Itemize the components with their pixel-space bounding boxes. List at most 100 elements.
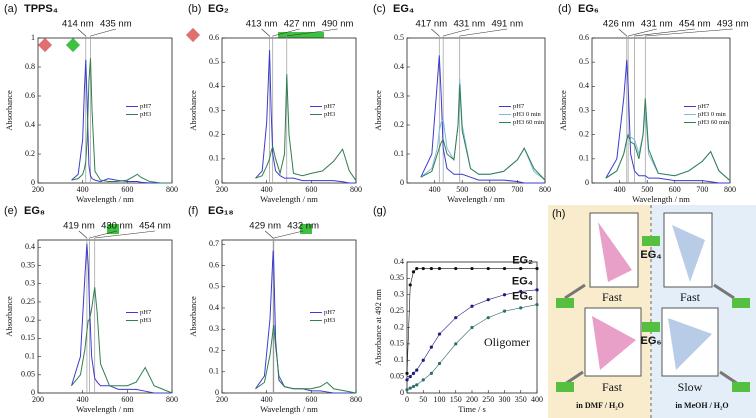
note: Oligomer [484,335,530,349]
series-label: EG₂ [512,254,533,266]
aggregate [592,316,636,370]
molecule-icon [37,37,53,53]
y-tick-label: 1 [31,33,35,42]
aggregate [668,318,712,370]
panel-label: (b) [188,3,201,15]
x-tick-label: 800 [166,395,178,404]
y-tick-label: 0.3 [25,279,35,288]
point [502,309,507,313]
x-tick-label: 0 [405,395,409,404]
point [437,332,442,336]
compound-label: EG₂ [208,3,229,15]
peak-arrow [443,28,470,37]
series-label: EG₆ [512,290,533,302]
point [470,266,474,271]
point [421,378,425,382]
series-label: EG₄ [512,276,533,288]
point [429,266,433,271]
linker-label: EG₄ [640,249,661,261]
x-tick-label: 700 [696,185,708,194]
point [437,266,442,271]
peak-label: 491 nm [491,19,523,30]
y-axis-label: Absorbance [4,296,14,337]
peak-label: 431 nm [641,19,673,30]
panel-label: (h) [552,208,565,220]
x-tick-label: 350 [515,395,527,404]
x-tick-label: 600 [305,185,317,194]
y-tick-label: 0 [400,388,404,397]
peak-arrow [273,230,304,239]
panel-label: (c) [373,3,386,15]
x-tick-label: 800 [724,185,736,194]
point [429,371,433,375]
y-axis-label: Absorbance at 492 nm [373,289,383,366]
x-tick-label: 600 [669,185,681,194]
y-tick-label: 0 [400,178,404,187]
y-tick-label: 0 [585,178,589,187]
y-tick-label: 0.4 [394,257,404,266]
series-line [420,84,546,181]
point [437,361,442,366]
solvent: in MeOH / H₂O [675,401,728,410]
product-icon [556,298,574,308]
peak-label: 419 nm [63,221,95,232]
peak-arrow [77,28,86,37]
y-tick-label: 0.3 [209,324,219,333]
legend-label: pH7 [140,309,152,316]
compound-label: EG₈ [24,205,45,217]
x-tick-label: 50 [419,395,427,404]
y-tick-label: 0.4 [209,303,219,312]
y-tick-label: 0.1 [209,367,219,376]
point [405,388,409,392]
peak-arrow [459,28,508,37]
peak-label: 427 nm [284,19,316,30]
x-tick-label: 200 [32,395,44,404]
point [470,325,474,330]
peak-label: 414 nm [62,19,94,30]
legend-label: pH3 0 min [513,111,542,118]
y-tick-label: 0.6 [209,260,219,269]
y-tick-label: 0.3 [209,105,219,114]
y-tick-label: 0.35 [390,273,404,282]
x-tick-label: 250 [482,395,494,404]
x-axis-label: Time / s [458,404,486,414]
molecule-icon [300,224,312,234]
x-tick-label: 300 [499,395,511,404]
x-tick-label: 500 [641,185,653,194]
x-tick-label: 200 [216,185,228,194]
point [415,266,419,271]
y-tick-label: 0.4 [394,62,404,71]
x-axis-label: Wavelength / nm [76,194,134,204]
point [415,368,419,372]
x-tick-label: 400 [77,185,89,194]
legend-label: pH7 [698,103,710,110]
linker-label: EG₆ [641,335,662,347]
y-tick-label: 0.05 [21,370,35,379]
legend-label: pH7 [324,309,336,316]
peak-arrow [628,28,657,37]
y-tick-label: 0.05 [390,371,404,380]
y-axis-label: Absorbance [188,296,198,337]
x-axis-label: Wavelength / nm [76,404,134,414]
peak-label: 413 nm [246,19,278,30]
legend-label: pH3 [140,317,151,324]
y-tick-label: 0.2 [25,149,35,158]
y-axis-label: Absorbance [558,90,568,131]
product-icon [556,382,574,392]
series-line [605,98,731,181]
point [486,298,490,302]
legend-label: pH7 [324,103,336,110]
y-tick-label: 0.35 [21,260,35,269]
y-tick-label: 0.2 [209,345,219,354]
x-tick-label: 500 [456,185,468,194]
x-tick-label: 150 [450,395,462,404]
product-icon [732,382,750,392]
x-tick-label: 800 [539,185,551,194]
y-tick-label: 0 [215,388,219,397]
x-axis-label: Wavelength / nm [260,404,318,414]
point [405,371,409,375]
y-tick-label: 0.4 [25,242,35,251]
panel-label: (d) [558,3,571,15]
x-axis-label: Wavelength / nm [632,194,690,204]
y-tick-label: 0.5 [209,282,219,291]
